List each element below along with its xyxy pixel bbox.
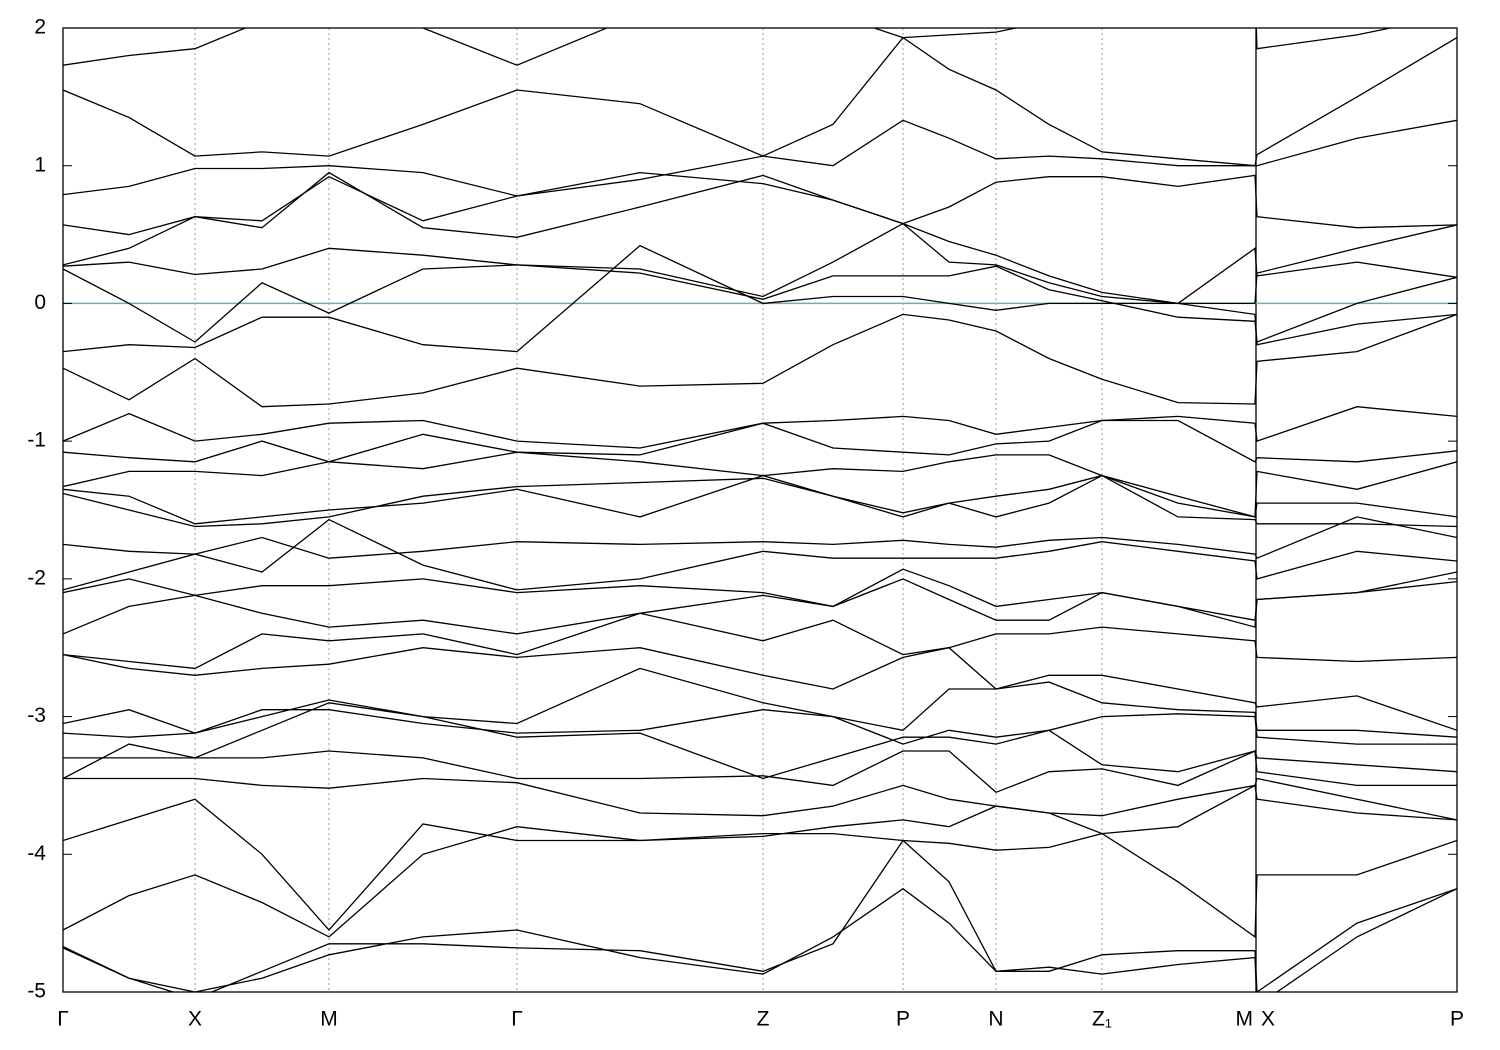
band-layer (63, 28, 1457, 992)
band-line (63, 474, 1457, 525)
x-tick-label: N (988, 1008, 1003, 1031)
band-line (63, 264, 1457, 343)
x-tick-label: P (1450, 1008, 1464, 1031)
band-line (63, 709, 1457, 745)
x-tick-label: M (1236, 1008, 1254, 1031)
band-line (63, 667, 1457, 738)
band-line (63, 839, 1457, 992)
x-tick-label: P (896, 1008, 910, 1031)
band-line (63, 743, 1457, 794)
band-line (63, 171, 1457, 305)
band-line (63, 119, 1457, 197)
band-line (63, 451, 1457, 518)
x-tick-label: Z (757, 1008, 770, 1031)
x-tick-label: Γ (511, 1008, 523, 1031)
x-tick-label: Z₁ (1092, 1008, 1112, 1031)
band-line (63, 784, 1457, 931)
band-line (63, 612, 1457, 670)
x-tick-label: X (1261, 1008, 1275, 1031)
band-line (63, 826, 1457, 939)
band-line (63, 244, 1457, 353)
band-line (63, 406, 1457, 449)
y-tick-label: 2 (34, 16, 46, 39)
band-line (63, 578, 1457, 635)
y-tick-label: 1 (34, 153, 46, 176)
y-tick-label: -2 (27, 566, 46, 589)
band-line (63, 171, 1457, 238)
band-line (63, 518, 1457, 591)
band-line (63, 702, 1457, 780)
band-line (63, 646, 1457, 731)
plot-frame (62, 27, 1458, 993)
band-line (63, 568, 1457, 621)
x-tick-label: Γ (57, 1008, 69, 1031)
y-tick-label: -4 (27, 842, 46, 865)
band-line (63, 887, 1457, 992)
band-line (63, 777, 1457, 821)
x-tick-label: M (320, 1008, 338, 1031)
band-line (63, 222, 1457, 305)
y-tick-label: -5 (27, 980, 46, 1003)
band-line (63, 419, 1457, 463)
y-tick-label: -1 (27, 429, 46, 452)
band-line (63, 474, 1457, 528)
x-tick-label: X (188, 1008, 202, 1031)
band-line (63, 28, 1394, 66)
band-line (63, 516, 1457, 560)
grid-layer (63, 28, 1457, 992)
band-line (63, 36, 1457, 167)
y-tick-label: -3 (27, 704, 46, 727)
y-tick-label: 0 (34, 291, 46, 314)
band-line (63, 313, 1457, 408)
